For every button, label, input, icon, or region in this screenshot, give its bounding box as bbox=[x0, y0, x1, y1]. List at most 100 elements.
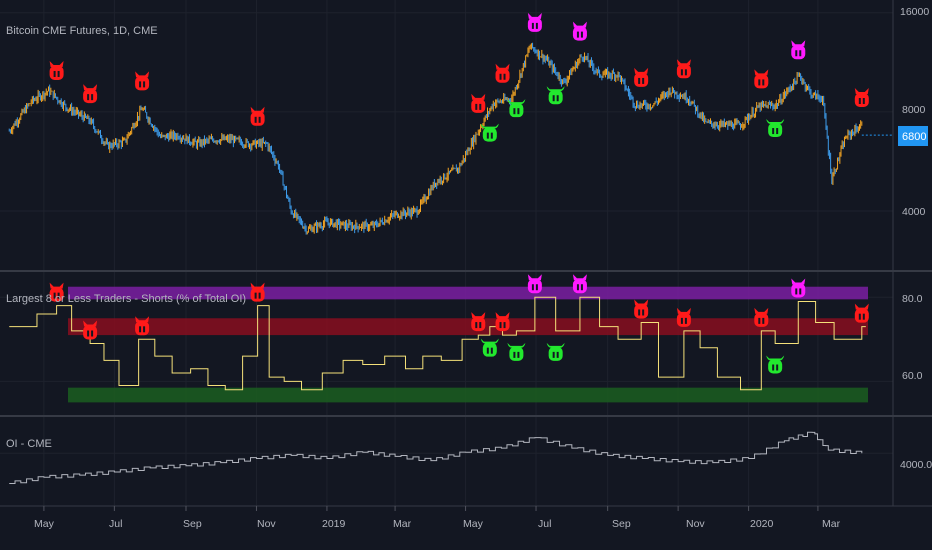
bull-icon bbox=[480, 338, 499, 357]
icon-ears bbox=[676, 307, 691, 314]
icon-eye bbox=[580, 31, 583, 38]
xtick-jul-2018: Jul bbox=[109, 518, 122, 530]
icon-eye bbox=[139, 81, 142, 88]
bull-icon bbox=[507, 342, 526, 361]
axes-layer bbox=[0, 0, 932, 511]
icon-face bbox=[83, 89, 98, 104]
icon-eye bbox=[795, 50, 798, 57]
icon-eye bbox=[517, 351, 520, 358]
icon-eye bbox=[143, 326, 146, 333]
icon-eye bbox=[53, 70, 56, 77]
icon-eye bbox=[862, 313, 865, 320]
bear-icon bbox=[495, 312, 510, 332]
icon-ears bbox=[250, 106, 265, 113]
icon-horns bbox=[480, 338, 499, 344]
icon-eye bbox=[580, 284, 583, 291]
bear-icon bbox=[471, 93, 486, 113]
icon-eye bbox=[531, 22, 534, 29]
icon-ears bbox=[634, 67, 649, 74]
bear-icon bbox=[495, 63, 510, 83]
xtick-sep-2018: Sep bbox=[183, 518, 202, 530]
icon-face bbox=[135, 76, 150, 91]
bull-icon bbox=[766, 355, 785, 374]
bull-icon bbox=[546, 342, 565, 361]
bands-layer bbox=[68, 286, 868, 403]
bear-icon bbox=[676, 59, 691, 79]
bear-icon bbox=[791, 278, 806, 298]
signal-band bbox=[68, 318, 868, 336]
icon-ears bbox=[135, 71, 150, 78]
icon-face bbox=[509, 346, 524, 361]
oi-chart-title: OI - CME bbox=[6, 438, 52, 450]
icon-eye bbox=[762, 317, 765, 324]
icon-eye bbox=[684, 317, 687, 324]
xtick-2019: 2019 bbox=[322, 518, 346, 530]
icon-eye bbox=[486, 132, 489, 139]
bear-icon bbox=[49, 60, 64, 80]
icon-face bbox=[548, 346, 563, 361]
xtick-jul-2019: Jul bbox=[538, 518, 551, 530]
icon-ears bbox=[572, 21, 587, 28]
icon-face bbox=[676, 64, 691, 79]
bear-icon bbox=[83, 84, 98, 104]
icon-eye bbox=[479, 322, 482, 329]
icon-eye bbox=[490, 132, 493, 139]
icon-face bbox=[634, 304, 649, 319]
icon-ears bbox=[49, 60, 64, 67]
icon-eye bbox=[254, 292, 257, 299]
xtick-may-2019: May bbox=[463, 518, 484, 530]
bear-icon bbox=[527, 274, 542, 294]
xtick-nov-2019: Nov bbox=[686, 518, 705, 530]
icon-eye bbox=[776, 128, 779, 135]
icon-eye bbox=[772, 364, 775, 371]
icon-face bbox=[676, 312, 691, 327]
icon-face bbox=[572, 279, 587, 294]
icon-eye bbox=[556, 351, 559, 358]
icon-ears bbox=[572, 274, 587, 281]
icon-eye bbox=[258, 116, 261, 123]
xtick-mar-2019: Mar bbox=[393, 518, 412, 530]
icon-eye bbox=[143, 81, 146, 88]
bull-icon bbox=[766, 119, 785, 138]
icon-face bbox=[482, 342, 497, 357]
icon-face bbox=[854, 93, 869, 108]
bear-icon bbox=[83, 320, 98, 340]
signal-band bbox=[68, 286, 868, 300]
icon-horns bbox=[546, 342, 565, 348]
bull-icon bbox=[480, 123, 499, 142]
annotations-layer bbox=[49, 12, 869, 374]
icon-face bbox=[471, 98, 486, 113]
bear-icon bbox=[250, 106, 265, 126]
bear-icon bbox=[634, 299, 649, 319]
icon-eye bbox=[680, 317, 683, 324]
icon-ears bbox=[527, 12, 542, 19]
icon-face bbox=[854, 308, 869, 323]
price-ytick-16000: 16000 bbox=[900, 6, 929, 18]
icon-ears bbox=[854, 88, 869, 95]
price-ytick-4000: 4000 bbox=[902, 206, 926, 218]
icon-face bbox=[49, 287, 64, 302]
icon-face bbox=[791, 283, 806, 298]
icon-eye bbox=[503, 322, 506, 329]
icon-eye bbox=[642, 77, 645, 84]
icon-eye bbox=[684, 69, 687, 76]
price-ytick-8000: 8000 bbox=[902, 104, 926, 116]
shorts-ytick-80: 80.0 bbox=[902, 293, 923, 305]
bear-icon bbox=[791, 40, 806, 60]
icon-eye bbox=[499, 322, 502, 329]
icon-face bbox=[754, 312, 769, 327]
bear-icon bbox=[854, 88, 869, 108]
icon-ears bbox=[135, 316, 150, 323]
shorts-step-line bbox=[9, 296, 866, 391]
bear-icon bbox=[135, 71, 150, 91]
icon-eye bbox=[258, 292, 261, 299]
shorts-ytick-60: 60.0 bbox=[902, 370, 923, 382]
icon-ears bbox=[471, 93, 486, 100]
icon-eye bbox=[642, 309, 645, 316]
icon-eye bbox=[53, 292, 56, 299]
bear-icon bbox=[754, 69, 769, 89]
oi-ytick-4000: 4000.0 bbox=[900, 459, 932, 471]
shorts-chart-title: Largest 8 or Less Traders - Shorts (% of… bbox=[6, 293, 246, 305]
icon-ears bbox=[791, 278, 806, 285]
icon-face bbox=[634, 72, 649, 87]
